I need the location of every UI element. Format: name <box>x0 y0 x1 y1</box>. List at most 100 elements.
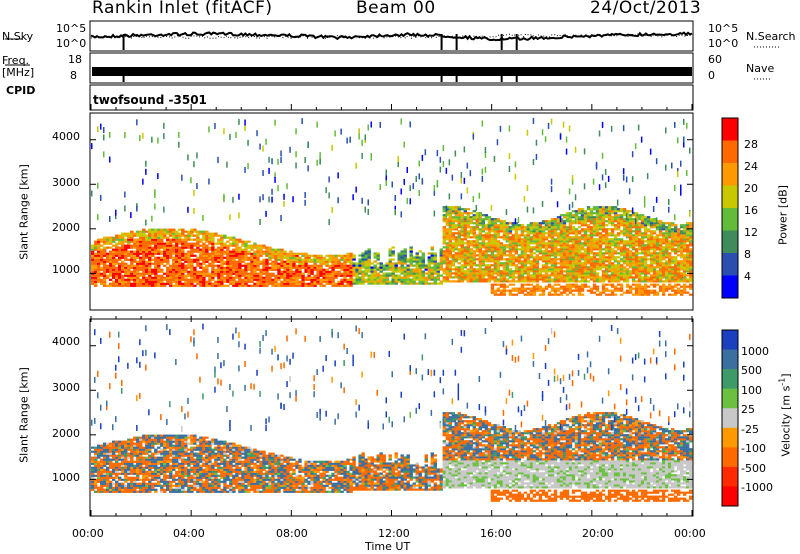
echo-cell <box>436 282 440 285</box>
echo-cell <box>100 238 104 241</box>
echo-cell <box>526 240 531 243</box>
scatter-cell <box>526 206 529 213</box>
echo-cell <box>604 250 609 253</box>
echo-cell <box>112 280 116 283</box>
echo-cell <box>466 258 470 261</box>
echo-cell <box>232 272 236 275</box>
echo-cell <box>628 232 633 235</box>
echo-cell <box>280 248 284 251</box>
echo-cell <box>310 278 314 281</box>
echo-cell <box>445 222 449 225</box>
echo-cell <box>208 242 212 245</box>
echo-cell <box>367 270 371 273</box>
echo-cell <box>505 250 510 253</box>
echo-cell <box>646 291 651 294</box>
echo-cell <box>643 252 648 255</box>
echo-cell <box>628 260 633 263</box>
echo-cell <box>190 246 194 249</box>
echo-cell <box>190 280 194 283</box>
echo-cell <box>115 244 119 247</box>
echo-cell <box>586 226 591 229</box>
echo-cell <box>658 228 663 231</box>
echo-cell <box>532 289 537 292</box>
echo-cell <box>97 252 101 255</box>
echo-cell <box>124 256 128 259</box>
echo-cell <box>613 220 618 223</box>
echo-cell <box>403 248 407 251</box>
echo-cell <box>277 276 281 279</box>
echo-cell <box>166 254 170 257</box>
scatter-cell <box>445 205 448 212</box>
echo-cell <box>595 254 600 257</box>
echo-cell <box>625 244 630 247</box>
echo-cell <box>259 260 263 263</box>
echo-cell <box>580 293 585 296</box>
echo-cell <box>292 274 296 277</box>
echo-cell <box>511 248 516 251</box>
echo-cell <box>178 242 182 245</box>
echo-cell <box>202 276 206 279</box>
echo-cell <box>523 234 528 237</box>
echo-cell <box>595 208 600 211</box>
echo-cell <box>445 234 449 237</box>
echo-cell <box>481 276 485 279</box>
echo-cell <box>178 264 182 267</box>
echo-cell <box>661 258 666 261</box>
echo-cell <box>466 256 470 259</box>
echo-cell <box>574 276 579 279</box>
scatter-cell <box>358 128 360 135</box>
station-title: Rankin Inlet (fitACF) <box>92 0 273 18</box>
echo-cell <box>538 256 543 259</box>
echo-cell <box>547 240 552 243</box>
echo-cell <box>586 230 591 233</box>
echo-cell <box>631 248 636 251</box>
echo-cell <box>244 246 248 249</box>
echo-cell <box>649 246 654 249</box>
echo-cell <box>541 232 546 235</box>
echo-cell <box>217 268 221 271</box>
echo-cell <box>190 284 194 287</box>
echo-cell <box>472 262 476 265</box>
echo-cell <box>526 291 531 294</box>
echo-cell <box>430 270 434 273</box>
echo-cell <box>439 260 443 263</box>
echo-cell <box>262 282 266 285</box>
echo-cell <box>118 268 122 271</box>
echo-cell <box>658 266 663 269</box>
echo-cell <box>277 248 281 251</box>
echo-cell <box>463 258 467 261</box>
echo-cell <box>565 236 570 239</box>
echo-cell <box>289 278 293 281</box>
echo-cell <box>538 278 543 281</box>
echo-cell <box>643 244 648 247</box>
echo-cell <box>592 291 597 294</box>
echo-cell <box>568 230 573 233</box>
echo-cell <box>442 210 446 213</box>
echo-cell <box>184 266 188 269</box>
echo-cell <box>184 258 188 261</box>
echo-cell <box>622 280 627 283</box>
echo-cell <box>598 222 603 225</box>
echo-cell <box>451 248 455 251</box>
echo-cell <box>271 256 275 259</box>
scatter-cell <box>319 152 321 159</box>
echo-cell <box>553 232 558 235</box>
echo-cell <box>334 284 338 287</box>
echo-cell <box>418 270 422 273</box>
echo-cell <box>445 280 449 283</box>
echo-cell <box>556 224 561 227</box>
echo-cell <box>520 234 525 237</box>
echo-cell <box>592 212 597 215</box>
echo-cell <box>568 222 573 225</box>
scatter-cell <box>145 168 147 175</box>
echo-cell <box>307 274 311 277</box>
echo-cell <box>178 258 182 261</box>
echo-cell <box>334 270 338 273</box>
echo-cell <box>130 276 134 279</box>
echo-cell <box>580 270 585 273</box>
echo-cell <box>511 289 516 292</box>
echo-cell <box>229 282 233 285</box>
echo-cell <box>520 274 525 277</box>
echo-cell <box>589 270 594 273</box>
echo-cell <box>358 276 362 279</box>
